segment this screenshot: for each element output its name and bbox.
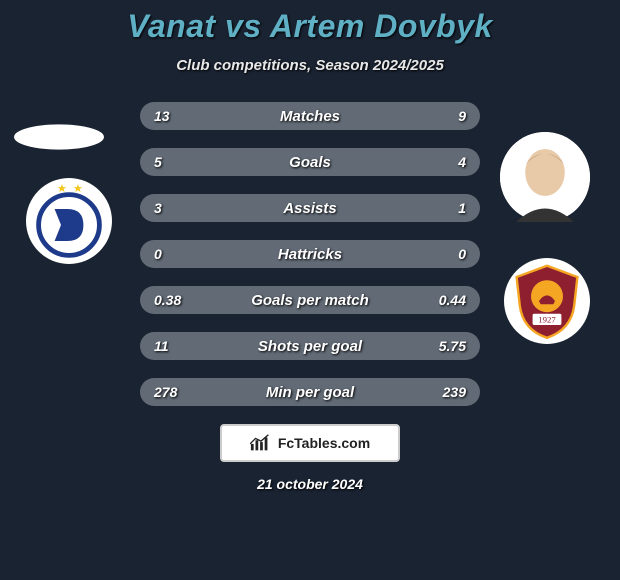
stat-row: 278Min per goal239: [140, 378, 480, 406]
club-right-badge: 1927: [504, 258, 590, 344]
dynamo-kyiv-icon: ★ ★: [29, 181, 109, 261]
stat-right-value: 4: [426, 154, 466, 170]
page-title: Vanat vs Artem Dovbyk: [0, 8, 620, 45]
stat-right-value: 0.44: [426, 292, 466, 308]
stat-left-value: 5: [154, 154, 194, 170]
stat-row: 0.38Goals per match0.44: [140, 286, 480, 314]
stat-left-value: 11: [154, 338, 194, 354]
stat-right-value: 1: [426, 200, 466, 216]
footer-date: 21 october 2024: [0, 476, 620, 492]
stat-right-value: 239: [426, 384, 466, 400]
stat-row: 0Hattricks0: [140, 240, 480, 268]
subtitle: Club competitions, Season 2024/2025: [0, 57, 620, 74]
stat-left-value: 0: [154, 246, 194, 262]
stat-right-value: 9: [426, 108, 466, 124]
stat-left-value: 3: [154, 200, 194, 216]
source-badge[interactable]: FcTables.com: [220, 424, 400, 462]
stat-left-value: 13: [154, 108, 194, 124]
stat-right-value: 5.75: [426, 338, 466, 354]
roma-icon: 1927: [507, 261, 587, 341]
avatar-placeholder-icon: [500, 132, 590, 222]
stats-list: 13Matches95Goals43Assists10Hattricks00.3…: [140, 102, 480, 406]
stat-left-value: 0.38: [154, 292, 194, 308]
source-label: FcTables.com: [278, 435, 370, 451]
comparison-card: Vanat vs Artem Dovbyk Club competitions,…: [0, 0, 620, 580]
stat-row: 13Matches9: [140, 102, 480, 130]
player-right-avatar: [500, 132, 590, 222]
stat-right-value: 0: [426, 246, 466, 262]
stat-label: Goals: [194, 154, 426, 171]
stat-label: Assists: [194, 200, 426, 217]
stat-label: Hattricks: [194, 246, 426, 263]
stat-label: Matches: [194, 108, 426, 125]
stat-label: Shots per goal: [194, 338, 426, 355]
stat-row: 5Goals4: [140, 148, 480, 176]
bar-chart-icon: [250, 434, 272, 452]
stat-label: Goals per match: [194, 292, 426, 309]
stat-left-value: 278: [154, 384, 194, 400]
stat-row: 11Shots per goal5.75: [140, 332, 480, 360]
stat-row: 3Assists1: [140, 194, 480, 222]
club-left-badge: ★ ★: [26, 178, 112, 264]
stat-label: Min per goal: [194, 384, 426, 401]
roma-year: 1927: [538, 315, 556, 325]
player-left-avatar: [14, 124, 104, 149]
